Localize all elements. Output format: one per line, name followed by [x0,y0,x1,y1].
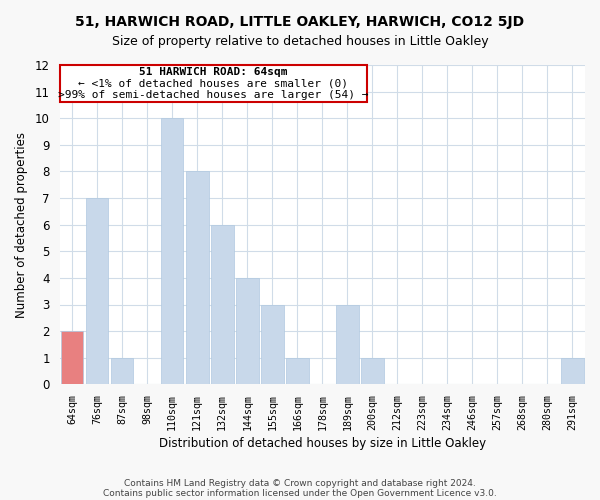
Bar [161,118,184,384]
Bar [61,331,83,384]
Bar [86,198,109,384]
FancyBboxPatch shape [59,65,367,102]
Bar [261,304,284,384]
Text: Contains HM Land Registry data © Crown copyright and database right 2024.: Contains HM Land Registry data © Crown c… [124,478,476,488]
Bar [561,358,584,384]
Text: ← <1% of detached houses are smaller (0): ← <1% of detached houses are smaller (0) [79,78,349,88]
Text: 51, HARWICH ROAD, LITTLE OAKLEY, HARWICH, CO12 5JD: 51, HARWICH ROAD, LITTLE OAKLEY, HARWICH… [76,15,524,29]
Text: >99% of semi-detached houses are larger (54) →: >99% of semi-detached houses are larger … [58,90,368,100]
Bar [336,304,359,384]
Bar [236,278,259,384]
Text: Size of property relative to detached houses in Little Oakley: Size of property relative to detached ho… [112,35,488,48]
Bar [286,358,308,384]
Bar [186,172,209,384]
Bar [361,358,383,384]
X-axis label: Distribution of detached houses by size in Little Oakley: Distribution of detached houses by size … [159,437,486,450]
Text: 51 HARWICH ROAD: 64sqm: 51 HARWICH ROAD: 64sqm [139,66,287,76]
Text: Contains public sector information licensed under the Open Government Licence v3: Contains public sector information licen… [103,488,497,498]
Bar [211,224,233,384]
Bar [111,358,133,384]
Y-axis label: Number of detached properties: Number of detached properties [15,132,28,318]
